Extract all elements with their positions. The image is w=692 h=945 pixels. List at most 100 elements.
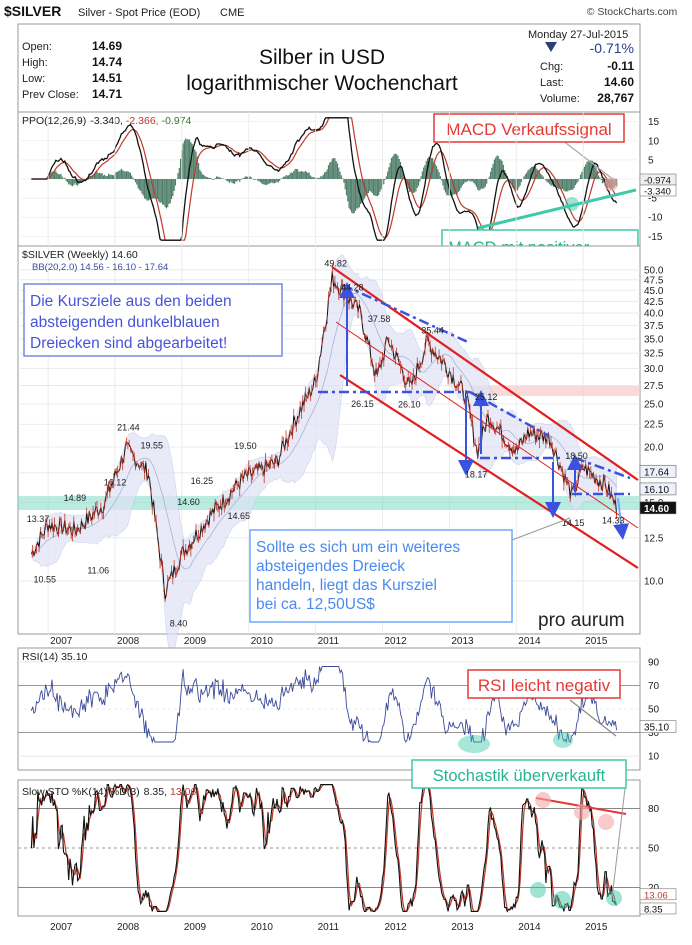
price-tick-label: 10.0 <box>644 576 664 587</box>
price-tick-label: 50.0 <box>644 265 664 276</box>
price-tag <box>639 482 677 496</box>
ppo-low-marker <box>565 197 579 211</box>
ppo-tick-label: -5 <box>648 194 657 205</box>
ppo-callout-line <box>561 139 615 181</box>
price-point-label: 14.15 <box>562 518 585 528</box>
quote-value: -0.11 <box>607 59 634 73</box>
year-label: 2011 <box>318 922 340 933</box>
price-tick-label: 37.5 <box>644 321 664 332</box>
price-tick-label: 12.5 <box>644 533 664 544</box>
source-credit: © StockCharts.com <box>587 6 678 18</box>
year-label: 2009 <box>184 922 207 933</box>
price-point-label: 16.25 <box>191 476 214 486</box>
quote-panel: Open: 14.69 High: 14.74 Low: 14.51 Prev Close:… <box>17 23 641 113</box>
ppo-tag-label: -3.340 <box>644 187 671 198</box>
target-note-box <box>23 283 283 357</box>
rsi-tick-label: 50 <box>648 705 660 716</box>
ppo-trendline <box>477 188 637 230</box>
price-point-label: 19.50 <box>234 441 257 451</box>
year-label: 2007 <box>50 922 73 933</box>
price-tag <box>639 501 677 515</box>
stochastic-panel: 80502013.068.35 Slow STO %K(14) %D(3)8.3… <box>17 759 677 917</box>
rsi-line <box>30 666 618 744</box>
year-label: 2012 <box>385 922 408 933</box>
sto-k-line <box>30 783 618 913</box>
price-point-label: 16.12 <box>104 478 127 488</box>
pro-aurum-logo: pro aurum <box>538 610 625 631</box>
sto-tick-label: 50 <box>648 844 660 855</box>
year-label: 2009 <box>184 636 207 647</box>
price-tag-label: 16.10 <box>644 485 669 496</box>
price-point-label: 11.06 <box>87 565 109 575</box>
quote-label: Low: <box>22 73 45 85</box>
rsi-label: RSI(14) 35.10 <box>22 651 88 663</box>
year-label: 2015 <box>585 922 608 933</box>
price-point-label: 14.33 <box>602 515 625 525</box>
rsi-low-marker-2 <box>553 732 573 748</box>
year-label: 2011 <box>318 636 340 647</box>
price-tag-label: 14.60 <box>644 504 669 515</box>
price-point-label: 18.50 <box>565 451 588 461</box>
sto-peak-marker-2 <box>574 804 590 820</box>
ppo-line <box>31 117 618 241</box>
rsi-callout <box>467 669 621 699</box>
price-label: $SILVER (Weekly) 14.60 <box>22 249 138 261</box>
quote-label: High: <box>22 57 48 69</box>
price-panel: 50.047.545.042.540.037.5 35.0 32.5 30.0 27.5… <box>17 112 677 916</box>
sto-peak-marker-1 <box>535 792 551 808</box>
sto-tick-label: 80 <box>648 804 660 815</box>
price-tick-label: 40.0 <box>644 309 664 320</box>
price-tag-label: 17.64 <box>644 467 669 478</box>
year-label: 2008 <box>117 636 140 647</box>
price-tick-label: 20.0 <box>644 443 664 454</box>
quote-value: 14.51 <box>92 71 122 85</box>
ppo-signal-line <box>31 117 618 241</box>
sto-peak-marker-3 <box>598 814 614 830</box>
year-label: 2013 <box>451 636 474 647</box>
price-point-label: 26.15 <box>351 399 374 409</box>
quote-value: 14.69 <box>92 39 122 53</box>
price-tick-label: 47.5 <box>644 275 664 286</box>
symbol: $SILVER <box>4 3 61 19</box>
macd-sell-callout <box>433 113 625 143</box>
price-point-label: 14.89 <box>64 493 87 503</box>
symbol-desc: Silver - Spot Price (EOD) <box>78 7 200 19</box>
ppo-tick-label: 15 <box>648 117 660 128</box>
price-point-label: 26.10 <box>398 400 421 410</box>
exchange: CME <box>220 7 244 19</box>
quote-value: 14.74 <box>92 55 122 69</box>
price-point-label: 35.44 <box>421 325 444 335</box>
note-connector <box>511 517 571 541</box>
sto-tag <box>639 888 677 901</box>
year-label: 2007 <box>50 636 73 647</box>
sto-callout-text: Stochastik überverkauft <box>433 767 606 785</box>
sto-callout-line <box>611 779 627 899</box>
pct-change: -0.71% <box>590 40 634 56</box>
sto-tag <box>639 902 677 915</box>
year-label: 2010 <box>251 922 274 933</box>
quote-date: Monday 27-Jul-2015 <box>528 29 628 41</box>
quote-label: Volume: <box>540 93 580 105</box>
year-label: 2014 <box>518 922 541 933</box>
price-point-label: 19.55 <box>140 440 163 450</box>
new-triangle-note-text: Sollte es sich um ein weiteres absteigend… <box>256 539 460 613</box>
triangle3-top <box>574 456 631 480</box>
quote-label: Prev Close: <box>22 89 79 101</box>
triangle1-top <box>342 283 471 345</box>
price-point-label: 18.17 <box>465 470 488 480</box>
price-point-label: 44.28 <box>341 282 364 292</box>
sto-callout <box>411 759 627 789</box>
year-label: 2014 <box>518 636 541 647</box>
price-point-label: 37.58 <box>368 314 391 324</box>
year-label: 2010 <box>251 636 274 647</box>
new-triangle-note-box <box>249 529 513 623</box>
rsi-tick-label: 30 <box>648 728 660 739</box>
ppo-label: PPO(12,26,9) -3.340, -2.366, -0.974 <box>22 115 192 127</box>
channel-bottom <box>339 374 639 569</box>
rsi-tick-label: 90 <box>648 657 660 668</box>
price-point-label: 14.65 <box>227 511 250 521</box>
rsi-tag <box>639 720 677 733</box>
quote-value: 28,767 <box>597 91 634 105</box>
